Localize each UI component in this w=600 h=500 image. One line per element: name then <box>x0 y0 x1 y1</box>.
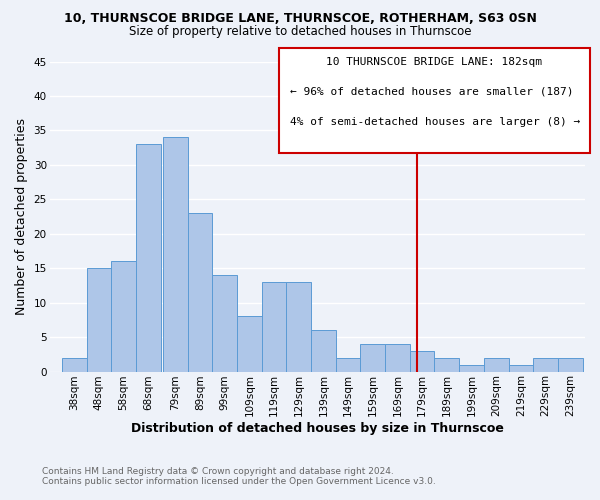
Bar <box>188 213 212 372</box>
Bar <box>86 268 111 372</box>
Text: 4% of semi-detached houses are larger (8) →: 4% of semi-detached houses are larger (8… <box>290 116 580 126</box>
Bar <box>136 144 161 372</box>
Bar <box>237 316 262 372</box>
Text: 10 THURNSCOE BRIDGE LANE: 182sqm: 10 THURNSCOE BRIDGE LANE: 182sqm <box>326 56 542 66</box>
Bar <box>533 358 558 372</box>
Text: ← 96% of detached houses are smaller (187): ← 96% of detached houses are smaller (18… <box>290 86 574 97</box>
X-axis label: Distribution of detached houses by size in Thurnscoe: Distribution of detached houses by size … <box>131 422 504 435</box>
Bar <box>336 358 361 372</box>
Bar <box>385 344 410 372</box>
Bar <box>558 358 583 372</box>
Bar <box>163 138 188 372</box>
Text: Size of property relative to detached houses in Thurnscoe: Size of property relative to detached ho… <box>129 25 471 38</box>
Text: 10, THURNSCOE BRIDGE LANE, THURNSCOE, ROTHERHAM, S63 0SN: 10, THURNSCOE BRIDGE LANE, THURNSCOE, RO… <box>64 12 536 26</box>
Bar <box>509 364 533 372</box>
Bar <box>434 358 459 372</box>
Y-axis label: Number of detached properties: Number of detached properties <box>15 118 28 315</box>
Text: Contains HM Land Registry data © Crown copyright and database right 2024.: Contains HM Land Registry data © Crown c… <box>42 467 394 476</box>
Bar <box>459 364 484 372</box>
Bar <box>361 344 385 372</box>
Bar <box>286 282 311 372</box>
Bar <box>410 351 434 372</box>
Bar <box>262 282 286 372</box>
Text: Contains public sector information licensed under the Open Government Licence v3: Contains public sector information licen… <box>42 477 436 486</box>
Bar <box>111 262 136 372</box>
Bar <box>484 358 509 372</box>
Bar <box>311 330 336 372</box>
Bar <box>212 275 237 372</box>
Bar <box>62 358 86 372</box>
